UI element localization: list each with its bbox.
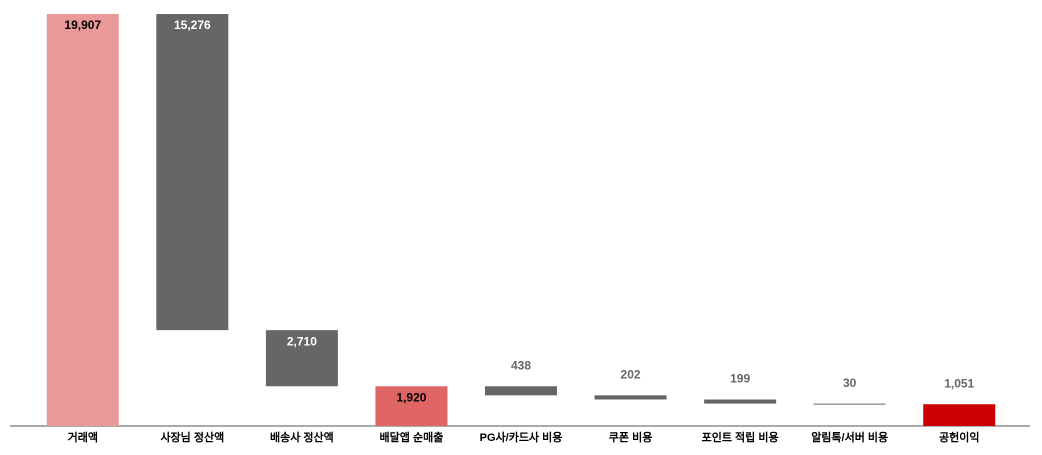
bar (813, 403, 886, 405)
value-label: 19,907 (64, 18, 101, 32)
x-tick-label: 쿠폰 비용 (609, 430, 653, 444)
bar (46, 14, 119, 426)
x-tick-label: 알림톡/서버 비용 (811, 430, 888, 444)
bar (923, 404, 996, 426)
value-label: 438 (511, 358, 531, 372)
value-label: 1,051 (944, 376, 974, 390)
x-tick-label: 공헌이익 (939, 430, 979, 444)
x-tick-label: 사장님 정산액 (160, 430, 224, 444)
value-label: 2,710 (287, 334, 317, 348)
value-label: 15,276 (174, 18, 211, 32)
bar (485, 386, 557, 396)
x-tick-label: 배달앱 순매출 (380, 430, 444, 444)
x-tick-label: 포인트 적립 비용 (702, 430, 779, 444)
bar (265, 330, 338, 387)
value-label: 30 (843, 376, 857, 390)
bar (375, 386, 448, 426)
value-label: 1,920 (396, 390, 426, 404)
value-label: 202 (621, 368, 641, 382)
bar (704, 399, 777, 404)
bar (156, 14, 229, 331)
bar (594, 395, 667, 400)
value-label: 199 (730, 372, 750, 386)
x-tick-label: 거래액 (68, 430, 98, 444)
x-tick-label: PG사/카드사 비용 (480, 430, 563, 444)
x-tick-label: 배송사 정산액 (270, 430, 334, 444)
